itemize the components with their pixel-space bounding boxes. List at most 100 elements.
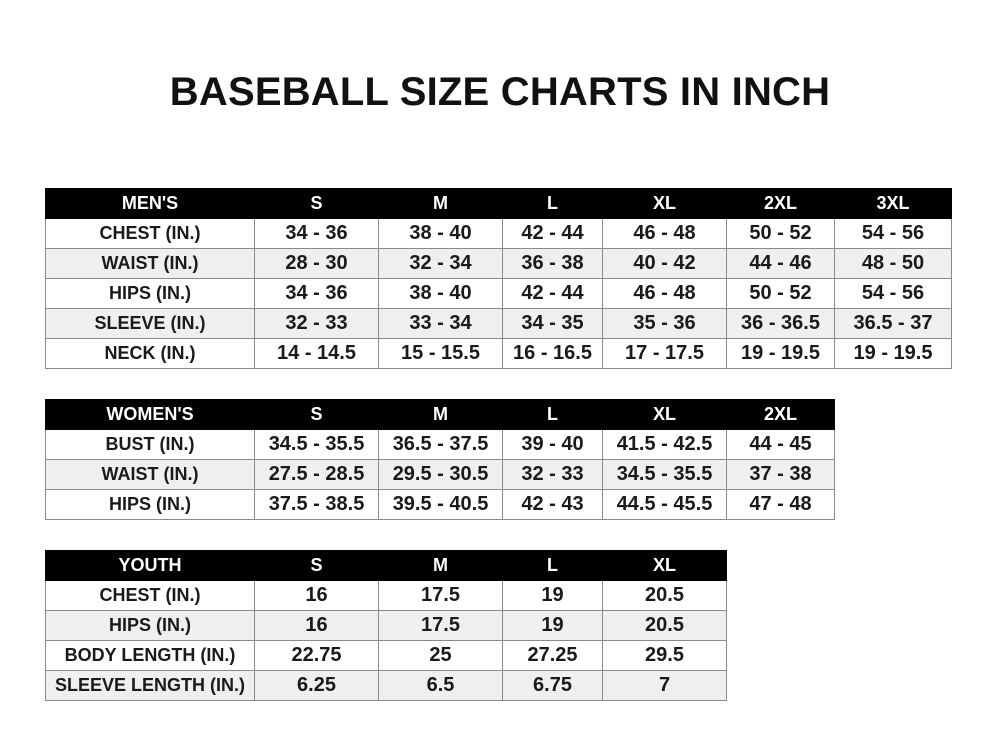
size-value: 29.5 [602, 640, 727, 671]
size-value: 15 - 15.5 [378, 338, 503, 369]
size-value: 44 - 45 [726, 429, 835, 460]
size-value: 34.5 - 35.5 [602, 459, 727, 490]
size-value: 36 - 38 [502, 248, 603, 279]
size-header: L [502, 188, 603, 219]
youth-size-table: YOUTH S M L XL CHEST (IN.) 16 17.5 19 20.5 HIPS (I… [45, 550, 727, 701]
size-value: 36.5 - 37 [834, 308, 952, 339]
measurement-label: WAIST (IN.) [45, 248, 255, 279]
table-row: BUST (IN.) 34.5 - 35.5 36.5 - 37.5 39 - 40 4… [45, 429, 835, 460]
size-header: S [254, 399, 379, 430]
size-value: 37 - 38 [726, 459, 835, 490]
measurement-label: CHEST (IN.) [45, 580, 255, 611]
size-value: 48 - 50 [834, 248, 952, 279]
mens-size-table: MEN'S S M L XL 2XL 3XL CHEST (IN.) 34 - 36 38 - 4… [45, 188, 952, 369]
size-value: 32 - 33 [502, 459, 603, 490]
size-value: 42 - 44 [502, 278, 603, 309]
size-value: 44 - 46 [726, 248, 835, 279]
size-value: 20.5 [602, 610, 727, 641]
womens-size-table: WOMEN'S S M L XL 2XL BUST (IN.) 34.5 - 35.5 36.5… [45, 399, 835, 520]
measurement-label: SLEEVE LENGTH (IN.) [45, 670, 255, 701]
measurement-label: HIPS (IN.) [45, 278, 255, 309]
size-value: 38 - 40 [378, 218, 503, 249]
measurement-label: BODY LENGTH (IN.) [45, 640, 255, 671]
size-value: 34 - 36 [254, 278, 379, 309]
table-row: BODY LENGTH (IN.) 22.75 25 27.25 29.5 [45, 640, 727, 671]
size-value: 40 - 42 [602, 248, 727, 279]
size-value: 32 - 34 [378, 248, 503, 279]
size-header: S [254, 550, 379, 581]
measurement-label: HIPS (IN.) [45, 489, 255, 520]
measurement-label: CHEST (IN.) [45, 218, 255, 249]
table-row: NECK (IN.) 14 - 14.5 15 - 15.5 16 - 16.5 17 … [45, 338, 952, 369]
size-value: 16 - 16.5 [502, 338, 603, 369]
table-row: CHEST (IN.) 16 17.5 19 20.5 [45, 580, 727, 611]
size-header: 3XL [834, 188, 952, 219]
size-value: 54 - 56 [834, 218, 952, 249]
size-header: XL [602, 188, 727, 219]
category-header: YOUTH [45, 550, 255, 581]
size-value: 38 - 40 [378, 278, 503, 309]
size-value: 34.5 - 35.5 [254, 429, 379, 460]
size-value: 50 - 52 [726, 218, 835, 249]
size-value: 17.5 [378, 610, 503, 641]
size-value: 27.25 [502, 640, 603, 671]
measurement-label: HIPS (IN.) [45, 610, 255, 641]
size-header: M [378, 399, 503, 430]
size-header: L [502, 550, 603, 581]
size-value: 19 - 19.5 [726, 338, 835, 369]
measurement-label: WAIST (IN.) [45, 459, 255, 490]
size-value: 42 - 44 [502, 218, 603, 249]
size-header: M [378, 188, 503, 219]
size-value: 28 - 30 [254, 248, 379, 279]
table-row: WAIST (IN.) 27.5 - 28.5 29.5 - 30.5 32 - 33… [45, 459, 835, 490]
size-value: 27.5 - 28.5 [254, 459, 379, 490]
category-header: MEN'S [45, 188, 255, 219]
size-value: 44.5 - 45.5 [602, 489, 727, 520]
size-header: 2XL [726, 188, 835, 219]
measurement-label: BUST (IN.) [45, 429, 255, 460]
header-row: MEN'S S M L XL 2XL 3XL [45, 188, 952, 219]
size-header: XL [602, 550, 727, 581]
size-value: 35 - 36 [602, 308, 727, 339]
category-header: WOMEN'S [45, 399, 255, 430]
header-row: WOMEN'S S M L XL 2XL [45, 399, 835, 430]
size-value: 16 [254, 610, 379, 641]
size-header: 2XL [726, 399, 835, 430]
size-header: M [378, 550, 503, 581]
size-value: 22.75 [254, 640, 379, 671]
size-value: 19 [502, 610, 603, 641]
size-value: 37.5 - 38.5 [254, 489, 379, 520]
size-value: 16 [254, 580, 379, 611]
table-row: HIPS (IN.) 37.5 - 38.5 39.5 - 40.5 42 - 43 4… [45, 489, 835, 520]
size-value: 46 - 48 [602, 218, 727, 249]
measurement-label: SLEEVE (IN.) [45, 308, 255, 339]
table-row: HIPS (IN.) 34 - 36 38 - 40 42 - 44 46 - 48 50… [45, 278, 952, 309]
size-value: 6.25 [254, 670, 379, 701]
table-row: CHEST (IN.) 34 - 36 38 - 40 42 - 44 46 - 48 5… [45, 218, 952, 249]
size-value: 14 - 14.5 [254, 338, 379, 369]
size-value: 39 - 40 [502, 429, 603, 460]
size-value: 36.5 - 37.5 [378, 429, 503, 460]
table-row: HIPS (IN.) 16 17.5 19 20.5 [45, 610, 727, 641]
measurement-label: NECK (IN.) [45, 338, 255, 369]
size-value: 17.5 [378, 580, 503, 611]
table-row: WAIST (IN.) 28 - 30 32 - 34 36 - 38 40 - 42 4… [45, 248, 952, 279]
size-header: L [502, 399, 603, 430]
size-value: 42 - 43 [502, 489, 603, 520]
size-value: 50 - 52 [726, 278, 835, 309]
size-value: 6.75 [502, 670, 603, 701]
page-title: BASEBALL SIZE CHARTS IN INCH [169, 70, 831, 114]
header-row: YOUTH S M L XL [45, 550, 727, 581]
size-value: 7 [602, 670, 727, 701]
table-row: SLEEVE (IN.) 32 - 33 33 - 34 34 - 35 35 - 36… [45, 308, 952, 339]
size-value: 25 [378, 640, 503, 671]
size-value: 19 - 19.5 [834, 338, 952, 369]
size-value: 34 - 36 [254, 218, 379, 249]
size-header: XL [602, 399, 727, 430]
size-value: 39.5 - 40.5 [378, 489, 503, 520]
size-value: 34 - 35 [502, 308, 603, 339]
size-value: 54 - 56 [834, 278, 952, 309]
size-value: 17 - 17.5 [602, 338, 727, 369]
size-value: 6.5 [378, 670, 503, 701]
size-header: S [254, 188, 379, 219]
